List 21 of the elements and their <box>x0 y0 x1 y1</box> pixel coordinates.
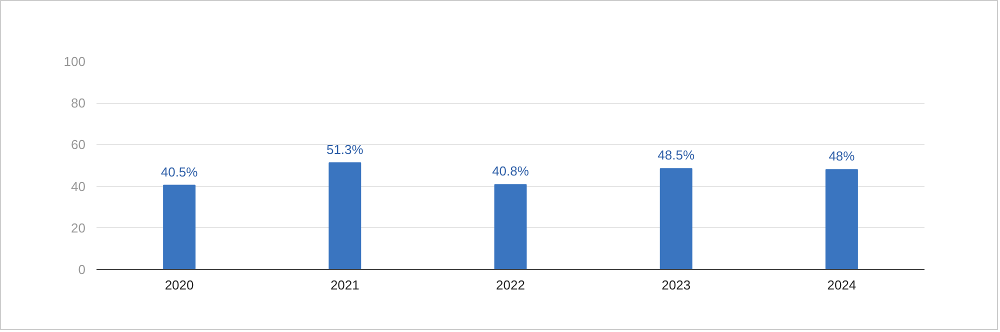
x-tick-label: 2024 <box>827 278 856 292</box>
x-tick-label: 2021 <box>330 278 360 292</box>
y-tick-label: 20 <box>71 220 86 236</box>
bar <box>328 162 362 270</box>
x-tick-label: 2020 <box>164 278 194 292</box>
x-tick-label: 2022 <box>496 278 525 292</box>
y-tick-label: 80 <box>71 96 86 111</box>
y-tick-label: 40 <box>71 178 86 194</box>
x-tick-label: 2023 <box>662 278 691 292</box>
y-tick-label: 60 <box>71 137 86 152</box>
data-label: 48% <box>828 148 856 164</box>
data-label: 40.8% <box>492 164 530 179</box>
bar <box>494 184 527 270</box>
y-tick-label: 100 <box>64 54 86 69</box>
bar <box>163 184 196 270</box>
y-tick-label: 0 <box>78 262 86 277</box>
data-label: 51.3% <box>326 142 364 157</box>
bar <box>660 168 692 270</box>
bar <box>825 169 858 270</box>
data-label: 48.5% <box>658 148 695 163</box>
data-label: 40.5% <box>160 164 198 180</box>
